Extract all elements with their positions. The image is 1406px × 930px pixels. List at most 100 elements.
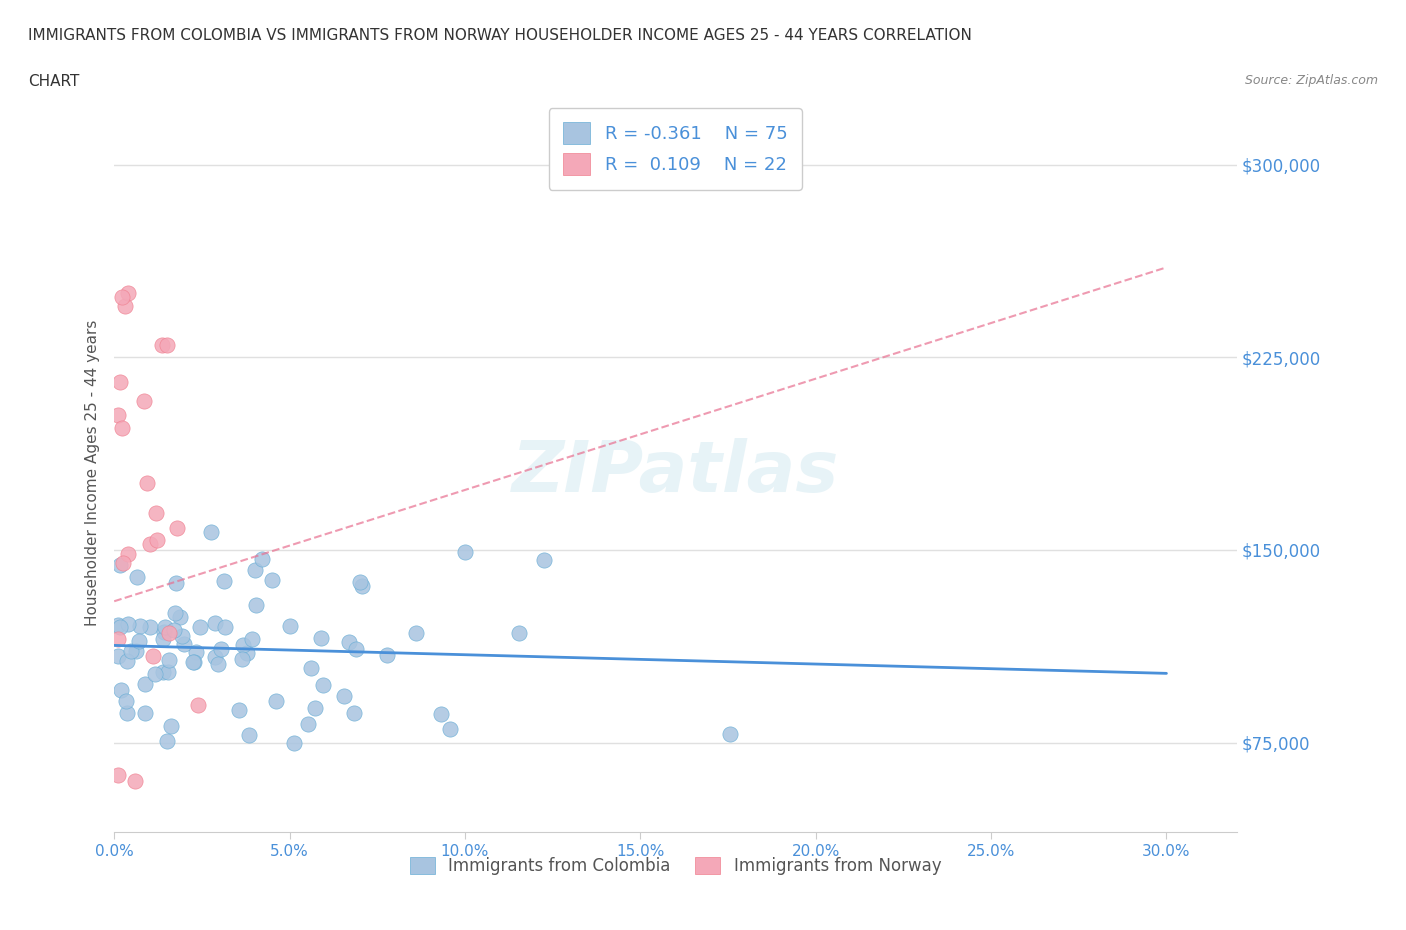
Point [114,299,136,313]
Text: Source: ZipAtlas.com: Source: ZipAtlas.com [1244,74,1378,87]
Point [111,290,134,305]
Point [187,698,209,712]
Legend: R = -0.361    N = 75, R =  0.109    N = 22: R = -0.361 N = 75, R = 0.109 N = 22 [548,108,801,190]
Point [260,573,283,588]
Point [183,655,205,670]
Point [156,734,179,749]
Point [134,706,156,721]
Point [152,665,174,680]
Point [166,521,188,536]
Point [145,506,167,521]
Point [139,619,162,634]
Text: IMMIGRANTS FROM COLOMBIA VS IMMIGRANTS FROM NORWAY HOUSEHOLDER INCOME AGES 25 - : IMMIGRANTS FROM COLOMBIA VS IMMIGRANTS F… [28,28,972,43]
Point [312,678,335,693]
Point [533,552,555,567]
Point [337,634,360,649]
Point [107,631,129,646]
Point [110,374,132,389]
Point [297,716,319,731]
Point [212,574,235,589]
Point [299,660,322,675]
Point [240,631,263,646]
Point [200,525,222,539]
Point [157,626,180,641]
Point [120,644,142,658]
Point [142,649,165,664]
Point [156,338,179,352]
Point [107,407,129,422]
Point [111,420,134,435]
Point [350,578,373,593]
Point [134,676,156,691]
Point [143,666,166,681]
Text: ZIPatlas: ZIPatlas [512,438,839,508]
Point [169,609,191,624]
Point [173,636,195,651]
Point [454,545,477,560]
Point [117,654,139,669]
Point [114,694,136,709]
Point [159,653,181,668]
Point [108,557,131,572]
Point [243,562,266,577]
Point [309,631,332,645]
Point [163,606,186,621]
Point [184,644,207,659]
Point [278,618,301,633]
Point [127,569,149,584]
Point [228,703,250,718]
Point [163,623,186,638]
Text: CHART: CHART [28,74,80,89]
Point [266,694,288,709]
Point [139,537,162,551]
Point [718,726,741,741]
Point [349,574,371,589]
Point [134,393,156,408]
Point [117,286,139,300]
Point [283,736,305,751]
Point [112,556,135,571]
Point [155,619,177,634]
Point [128,633,150,648]
Point [204,616,226,631]
Point [107,768,129,783]
Point [157,665,180,680]
Point [204,649,226,664]
Point [188,619,211,634]
Point [117,617,139,631]
Point [245,598,267,613]
Point [125,643,148,658]
Point [238,727,260,742]
Point [344,642,367,657]
Point [232,638,254,653]
Point [115,706,138,721]
Point [343,706,366,721]
Point [159,719,181,734]
Point [146,533,169,548]
Point [405,626,427,641]
Point [129,618,152,633]
Point [332,689,354,704]
Point [107,618,129,632]
Point [107,648,129,663]
Point [136,475,159,490]
Point [165,575,187,590]
Point [152,631,174,646]
Point [214,619,236,634]
Point [207,657,229,671]
Point [304,700,326,715]
Y-axis label: Householder Income Ages 25 - 44 years: Householder Income Ages 25 - 44 years [86,320,100,626]
Point [430,707,453,722]
Point [153,624,176,639]
Point [172,629,194,644]
Point [110,683,132,698]
Point [211,642,233,657]
Point [150,338,173,352]
Point [181,655,204,670]
Point [250,551,273,566]
Point [236,645,259,660]
Point [117,546,139,561]
Point [439,722,461,737]
Point [508,625,530,640]
Point [375,647,398,662]
